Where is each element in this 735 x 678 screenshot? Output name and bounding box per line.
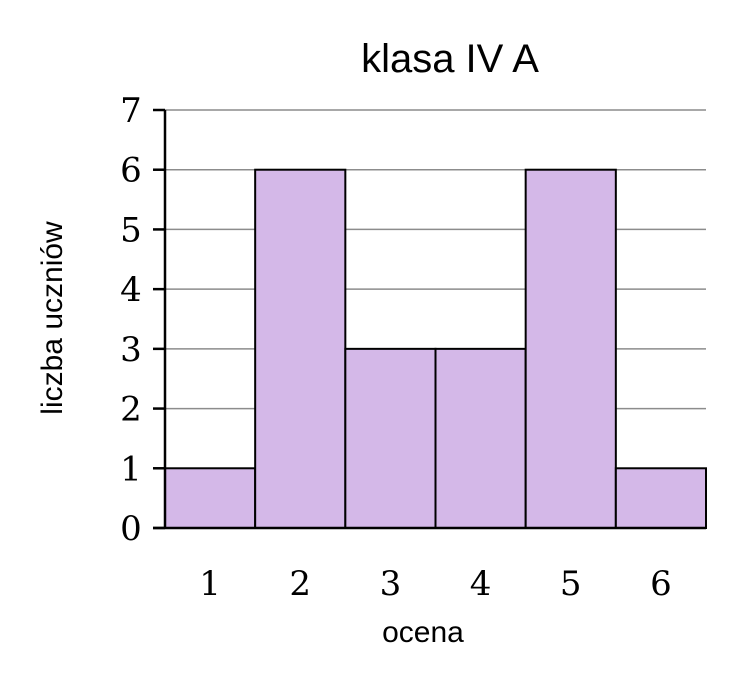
x-tick-label-6: 6	[650, 564, 672, 604]
y-tick-label-6: 6	[120, 151, 142, 191]
x-tick-label-3: 3	[380, 564, 402, 604]
x-axis-label: ocena	[382, 616, 464, 649]
y-axis-label: liczba uczniów	[36, 221, 69, 415]
y-tick-label-1: 1	[120, 449, 142, 489]
y-tick-label-2: 2	[120, 390, 142, 430]
y-tick-label-3: 3	[120, 330, 142, 370]
x-tick-labels: 1 2 3 4 5 6	[199, 564, 671, 604]
y-tick-label-0: 0	[120, 509, 142, 549]
bar-1	[164, 467, 257, 529]
y-tick-labels: 0 1 2 3 4 5 6 7	[120, 91, 142, 549]
x-tick-label-5: 5	[560, 564, 582, 604]
y-tick-label-5: 5	[120, 210, 142, 250]
y-tick-label-4: 4	[120, 270, 142, 310]
y-tick-label-7: 7	[120, 91, 142, 131]
chart-title: klasa IV A	[361, 37, 539, 81]
bar-4	[434, 347, 527, 529]
x-tick-label-4: 4	[470, 564, 492, 604]
bar-2	[254, 168, 347, 529]
axes	[153, 108, 706, 530]
bar-3	[344, 347, 437, 529]
x-tick-label-2: 2	[289, 564, 311, 604]
bar-6	[614, 467, 707, 529]
bar-5	[524, 168, 617, 529]
x-tick-label-1: 1	[199, 564, 221, 604]
bars	[164, 168, 707, 529]
